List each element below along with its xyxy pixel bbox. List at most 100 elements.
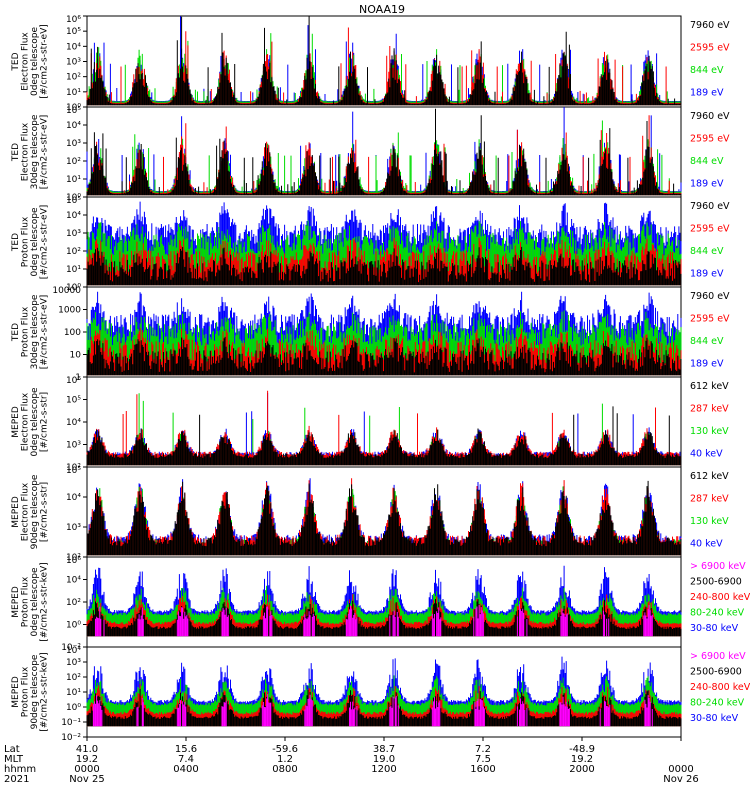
y-axis-label-line: Proton Flux [21, 576, 31, 627]
y-tick-label: 10⁵ [66, 396, 81, 406]
y-tick-label: 10³ [66, 58, 81, 68]
panel-8: 10⁻² 10⁻¹ 10⁰ 10¹ 10² 10³ 10⁴ MEPEDProton Flux9… [11, 646, 750, 743]
series-trace [86, 406, 682, 466]
legend-entry: 30-80 keV [690, 713, 739, 724]
x-row-label: hhmm [4, 764, 36, 775]
x-tick-hhmm: 0800 [272, 764, 297, 775]
series-trace [86, 108, 682, 196]
y-axis-label-line: [#/cm2-s-str-keV] [40, 562, 50, 641]
legend-entry: 844 eV [690, 156, 724, 167]
y-tick-label: 10⁰ [66, 103, 81, 113]
y-tick-label: 10⁻² [61, 733, 81, 743]
legend-entry: 240-800 keV [690, 592, 750, 603]
legend-entry: 7960 eV [690, 20, 730, 31]
y-tick-label: 10⁴ [66, 576, 81, 586]
y-tick-label: 10¹ [66, 88, 81, 98]
legend-entry: 40 keV [690, 449, 723, 460]
series-trace [95, 604, 653, 637]
series-trace [86, 16, 682, 106]
y-axis-label-line: Proton Flux [21, 216, 31, 267]
legend-entry: 189 eV [690, 179, 724, 190]
y-axis-label-line: Electron Flux [21, 122, 31, 181]
y-tick-label: 1 [75, 373, 81, 383]
y-tick-label: 10⁰ [66, 193, 81, 203]
series-trace [86, 480, 682, 556]
y-tick-label: 10² [66, 598, 81, 608]
y-axis-label: MEPEDProton Flux0deg telescope[#/cm2-s-s… [11, 562, 50, 641]
y-axis-label-line: TED [11, 323, 21, 342]
y-tick-label: 10⁴ [66, 211, 81, 221]
y-axis-label: MEPEDProton Flux90deg telescope[#/cm2-s-… [11, 652, 50, 731]
legend-entry: 7960 eV [690, 111, 730, 122]
legend-entry: 287 keV [690, 404, 729, 415]
y-axis-label-line: TED [11, 52, 21, 71]
y-tick-label: 10000 [52, 286, 81, 296]
y-tick-label: 10⁴ [66, 646, 81, 656]
y-tick-label: 10⁴ [66, 493, 81, 503]
legend-entry: 2500-6900 [690, 577, 742, 588]
x-tick-hhmm: 0000 [668, 764, 693, 775]
legend-entry: 2595 eV [690, 43, 730, 54]
y-axis-label: TEDElectron Flux30deg telescope[#/cm2-s-… [11, 114, 50, 189]
x-tick-lat: 15.6 [175, 744, 197, 755]
y-axis-label-line: MEPED [11, 496, 21, 528]
y-tick-label: 1000 [58, 306, 81, 316]
y-axis-label-line: Electron Flux [21, 392, 31, 451]
legend-entry: > 6900 keV [690, 651, 746, 662]
y-tick-label: 10⁻² [61, 643, 81, 653]
y-tick-label: 10⁶ [66, 376, 81, 386]
y-tick-label: 10¹ [66, 175, 81, 185]
legend-entry: 189 eV [690, 269, 724, 280]
panel-5: 10² 10³ 10⁴ 10⁵ 10⁶ MEPEDElectron Flux0deg te… [11, 376, 729, 473]
legend-entry: 844 eV [690, 336, 724, 347]
legend-entry: 844 eV [690, 246, 724, 257]
y-tick-label: 10⁰ [66, 283, 81, 293]
y-axis-label-line: TED [11, 143, 21, 162]
y-tick-label: 10⁶ [66, 15, 81, 25]
y-axis-label-line: MEPED [11, 586, 21, 618]
legend-entry: 612 keV [690, 381, 729, 392]
legend-entry: 80-240 keV [690, 608, 745, 619]
y-tick-label: 10² [66, 463, 81, 473]
x-tick-mlt: 1.2 [277, 754, 293, 765]
series-trace [86, 246, 682, 286]
legend-entry: 40 keV [690, 539, 723, 550]
x-tick-mlt: 7.5 [475, 754, 491, 765]
y-axis-label-line: [#/cm2-s-str] [40, 392, 50, 452]
x-tick-date: Nov 26 [663, 774, 698, 785]
y-tick-label: 10⁰ [66, 621, 81, 631]
y-axis-label-line: Electron Flux [21, 482, 31, 541]
series-trace [92, 694, 653, 727]
legend-entry: 30-80 keV [690, 623, 739, 634]
legend-entry: 80-240 keV [690, 698, 745, 709]
legend-entry: 240-800 keV [690, 682, 750, 693]
x-tick-hhmm: 0000 [74, 764, 99, 775]
y-axis-label-line: Proton Flux [21, 306, 31, 357]
y-axis-label-line: [#/cm2-s-str-keV] [40, 652, 50, 731]
y-tick-label: 10² [66, 247, 81, 257]
y-tick-label: 10⁵ [66, 466, 81, 476]
legend-entry: 130 keV [690, 426, 729, 437]
y-tick-label: 10¹ [66, 688, 81, 698]
figure-title: NOAA19 [359, 3, 405, 16]
y-tick-label: 10² [66, 553, 81, 563]
y-axis-label: TEDProton Flux0deg telescope[#/cm2-s-str… [11, 205, 50, 280]
legend-entry: 2595 eV [690, 224, 730, 235]
y-tick-label: 10⁻¹ [61, 718, 81, 728]
panel-6: 10² 10³ 10⁴ 10⁵ MEPEDElectron Flux90deg tele… [11, 466, 729, 563]
legend-entry: 2595 eV [690, 314, 730, 325]
x-tick-lat: -59.6 [272, 744, 298, 755]
y-axis-label-line: TED [11, 233, 21, 252]
y-tick-label: 10³ [66, 441, 81, 451]
y-tick-label: 10⁶ [66, 556, 81, 566]
y-axis-label-line: 90deg telescope [30, 474, 40, 549]
series-trace [86, 336, 682, 376]
x-tick-mlt: 7.4 [178, 754, 194, 765]
x-row-label: 2021 [4, 774, 29, 785]
y-tick-label: 10⁵ [66, 106, 81, 116]
y-tick-label: 100 [64, 328, 81, 338]
